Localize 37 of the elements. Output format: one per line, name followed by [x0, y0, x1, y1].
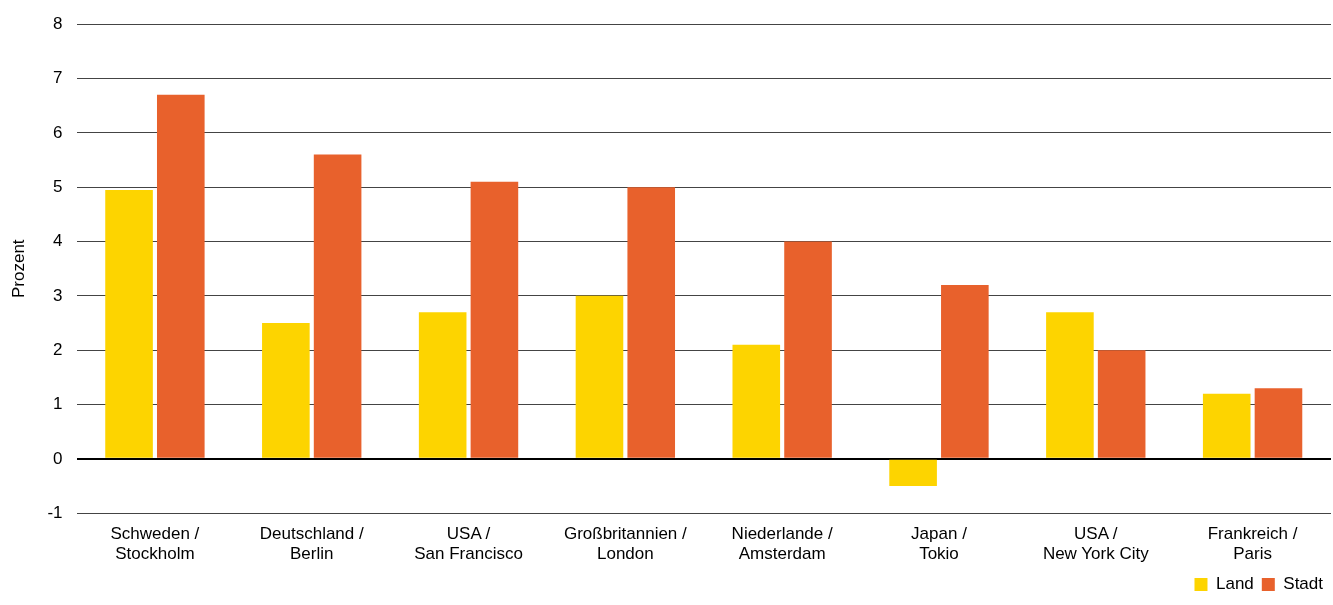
- y-tick-label: 8: [53, 13, 63, 33]
- y-axis-title: Prozent: [8, 239, 28, 298]
- bar: [627, 187, 676, 458]
- bar: [1097, 350, 1146, 458]
- bar: [1046, 312, 1094, 458]
- bar: [1202, 393, 1251, 458]
- bar: [262, 323, 310, 458]
- legend-label: Land: [1215, 574, 1254, 594]
- y-tick-label: 4: [53, 231, 63, 251]
- y-tick-label: 1: [53, 394, 63, 414]
- bar: [313, 154, 362, 458]
- y-tick-label: 5: [53, 176, 63, 196]
- legend-label: Stadt: [1283, 574, 1324, 594]
- x-tick-label: Schweden / Stockholm: [110, 524, 200, 564]
- bar: [470, 181, 519, 458]
- x-tick-label: Japan / Tokio: [911, 524, 968, 564]
- y-tick-label: 0: [53, 448, 63, 468]
- x-tick-label: Frankreich / Paris: [1207, 524, 1298, 564]
- x-tick-label: USA / New York City: [1042, 524, 1150, 564]
- y-tick-label: 7: [53, 68, 63, 88]
- x-tick-label: Niederlande / Amsterdam: [731, 524, 833, 564]
- bar: [1254, 388, 1303, 458]
- y-tick-label: -1: [47, 502, 63, 522]
- y-tick-label: 2: [53, 339, 63, 359]
- bar: [941, 285, 989, 458]
- bar: [575, 295, 624, 458]
- y-tick-label: 3: [53, 285, 63, 305]
- y-tick-label: 6: [53, 122, 63, 142]
- bar: [784, 241, 832, 458]
- bar: [156, 94, 205, 458]
- bar: [889, 459, 937, 487]
- bar: [105, 189, 153, 458]
- x-tick-label: Großbritannien / London: [563, 524, 688, 564]
- bar: [732, 344, 781, 458]
- x-tick-label: Deutschland / Berlin: [259, 524, 364, 564]
- x-tick-label: USA / San Francisco: [414, 524, 523, 564]
- bar: [418, 312, 467, 458]
